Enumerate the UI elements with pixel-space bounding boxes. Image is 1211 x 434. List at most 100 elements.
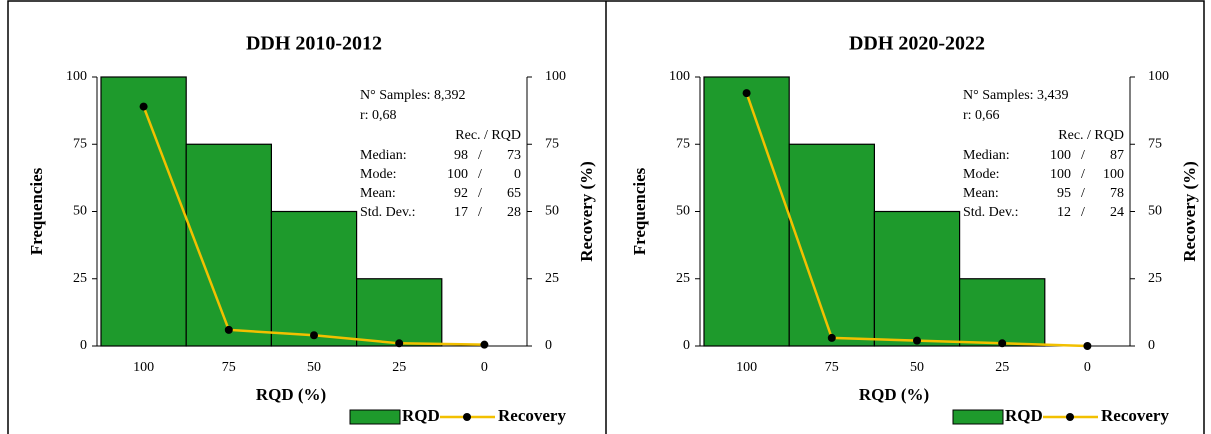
stat-rec: 12 [1057, 205, 1071, 220]
legend-label: Recovery [1101, 406, 1169, 425]
bar [356, 278, 443, 347]
y-tick-label: 50 [73, 204, 87, 219]
stat-sep: / [1081, 167, 1085, 182]
stat-rqd: 78 [1110, 186, 1124, 201]
stat-sep: / [478, 148, 482, 163]
annotation: r: 0,68 [360, 108, 397, 123]
y-axis-title: Frequencies [630, 167, 649, 255]
legend-swatch [463, 413, 471, 421]
recovery-point [1083, 342, 1092, 350]
stat-sep: / [478, 205, 482, 220]
stat-name: Mode: [360, 167, 397, 182]
stat-name: Std. Dev.: [360, 205, 415, 220]
y2-tick-label: 0 [1148, 338, 1155, 353]
y-tick-label: 50 [676, 204, 690, 219]
x-tick-label: 100 [133, 360, 154, 375]
stat-rqd: 100 [1103, 167, 1124, 182]
stat-rec: 92 [454, 186, 468, 201]
bar [788, 143, 876, 347]
x-tick-label: 75 [222, 360, 236, 375]
x-tick-label: 50 [910, 360, 924, 375]
y-axis-title: Frequencies [27, 167, 46, 255]
x-tick-label: 25 [392, 360, 406, 375]
legend-swatch [349, 409, 401, 425]
x-tick-label: 25 [995, 360, 1009, 375]
stat-sep: / [478, 186, 482, 201]
stat-rec: 95 [1057, 186, 1071, 201]
legend-label: RQD [402, 406, 440, 425]
recovery-point [310, 331, 318, 340]
annotation: N° Samples: 8,392 [360, 88, 466, 103]
stat-rqd: 0 [514, 167, 521, 182]
annotation: Rec. / RQD [1058, 128, 1124, 143]
y-tick-label: 25 [676, 271, 690, 286]
stat-rec: 100 [1050, 167, 1071, 182]
y-tick-label: 100 [66, 69, 87, 84]
y2-tick-label: 25 [1148, 271, 1162, 286]
y2-tick-label: 0 [545, 338, 552, 353]
y2-axis-title: Recovery (%) [577, 161, 596, 262]
x-tick-label: 50 [307, 360, 321, 375]
stat-rqd: 73 [507, 148, 521, 163]
stat-name: Mode: [963, 167, 1000, 182]
stat-sep: / [1081, 148, 1085, 163]
x-tick-label: 0 [1084, 360, 1091, 375]
bar [270, 210, 358, 347]
stat-sep: / [478, 167, 482, 182]
recovery-point [139, 102, 148, 111]
x-axis-title: RQD (%) [256, 385, 326, 404]
y-tick-label: 0 [683, 338, 690, 353]
stat-rec: 100 [447, 167, 468, 182]
recovery-point [395, 339, 404, 348]
stat-name: Mean: [360, 186, 396, 201]
bar [958, 278, 1046, 347]
y2-tick-label: 25 [545, 271, 559, 286]
stat-rec: 98 [454, 148, 468, 163]
stat-sep: / [1081, 186, 1085, 201]
recovery-point [998, 339, 1007, 348]
stat-rqd: 87 [1110, 148, 1124, 163]
legend-label: Recovery [498, 406, 566, 425]
chart-title: DDH 2020-2022 [849, 33, 985, 55]
legend-swatch [952, 409, 1004, 425]
stat-name: Median: [963, 148, 1010, 163]
bar [185, 143, 272, 347]
y-tick-label: 75 [676, 136, 690, 151]
y2-tick-label: 75 [1148, 136, 1162, 151]
bar [703, 76, 790, 347]
recovery-point [827, 333, 836, 342]
x-tick-label: 0 [481, 360, 488, 375]
stat-rqd: 65 [507, 186, 521, 201]
x-tick-label: 100 [736, 360, 757, 375]
stat-sep: / [1081, 205, 1085, 220]
bar [100, 76, 187, 347]
y-tick-label: 25 [73, 271, 87, 286]
y2-tick-label: 50 [1148, 204, 1162, 219]
annotation: N° Samples: 3,439 [963, 88, 1069, 103]
y-tick-label: 0 [80, 338, 87, 353]
legend-label: RQD [1005, 406, 1043, 425]
annotation: r: 0,66 [963, 108, 1000, 123]
stat-rqd: 28 [507, 205, 521, 220]
recovery-point [913, 336, 921, 345]
recovery-point [480, 340, 489, 349]
y-tick-label: 100 [669, 69, 690, 84]
y2-tick-label: 100 [1148, 69, 1169, 84]
y2-tick-label: 50 [545, 204, 559, 219]
y2-axis-title: Recovery (%) [1180, 161, 1199, 262]
legend-swatch [1066, 413, 1074, 421]
stat-name: Mean: [963, 186, 999, 201]
stat-rec: 100 [1050, 148, 1071, 163]
y2-tick-label: 75 [545, 136, 559, 151]
stat-name: Std. Dev.: [963, 205, 1018, 220]
stat-name: Median: [360, 148, 407, 163]
stat-rec: 17 [454, 205, 468, 220]
y-tick-label: 75 [73, 136, 87, 151]
annotation: Rec. / RQD [455, 128, 521, 143]
recovery-point [224, 325, 233, 334]
stat-rqd: 24 [1110, 205, 1124, 220]
x-axis-title: RQD (%) [859, 385, 929, 404]
chart-title: DDH 2010-2012 [246, 33, 382, 55]
x-tick-label: 75 [825, 360, 839, 375]
